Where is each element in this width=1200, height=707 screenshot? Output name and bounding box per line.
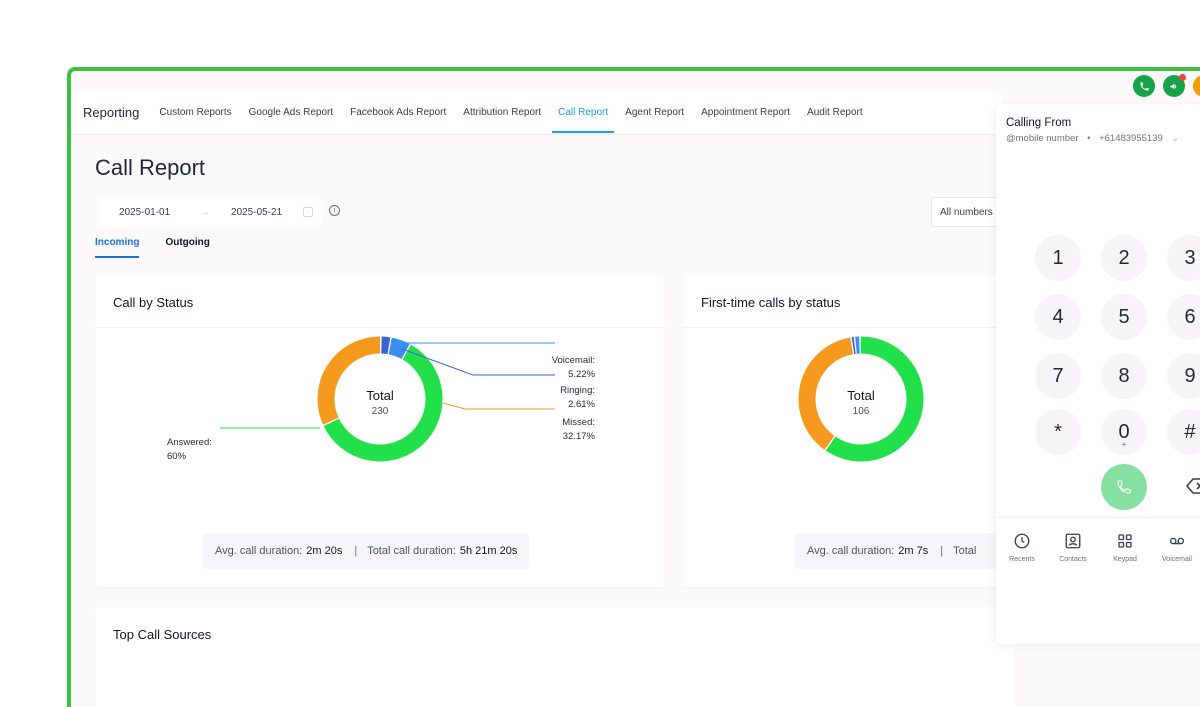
avg-duration-label: Avg. call duration: [807,545,894,557]
header-actions [1133,75,1200,97]
key-9[interactable]: 9 [1167,353,1200,399]
megaphone-icon[interactable] [1163,75,1185,97]
date-from[interactable]: 2025-01-01 [119,207,170,218]
clock-icon [1013,532,1031,550]
key-4[interactable]: 4 [1035,294,1081,340]
key-digit: 3 [1184,247,1195,269]
calendar-icon[interactable] [303,207,313,217]
call-by-status-card: Call by Status Total 230 Answered: 60% V… [95,275,665,587]
tab-outgoing[interactable]: Outgoing [165,237,209,258]
donut-slice-ringing[interactable] [381,345,388,346]
nav-contacts[interactable]: Contacts [1050,532,1096,563]
key-8[interactable]: 8 [1101,353,1147,399]
voicemail-percent: 5.22% [535,368,595,382]
page-title: Call Report [95,155,205,181]
from-source: @mobile number [1006,133,1078,144]
key-digit: 8 [1118,365,1129,387]
phone-icon [1116,479,1132,495]
key-digit: 4 [1052,306,1063,328]
ringing-percent: 2.61% [535,398,595,412]
arrow-right-icon: → [200,207,210,218]
key-digit: * [1054,421,1062,443]
chevron-down-icon: ⌄ [1171,133,1179,144]
missed-label: Missed: [535,416,595,430]
tab-incoming[interactable]: Incoming [95,237,139,258]
nav-google-ads-report[interactable]: Google Ads Report [249,91,334,135]
nav-audit-report[interactable]: Audit Report [807,91,863,135]
nav-facebook-ads-report[interactable]: Facebook Ads Report [350,91,446,135]
user-avatar-icon[interactable] [1193,75,1200,97]
contact-card-icon [1064,532,1082,550]
answered-label: Answered: [167,436,212,450]
first-time-calls-card: First-time calls by status Total 106 Avg… [683,275,1013,587]
key-1[interactable]: 1 [1035,235,1081,281]
nav-attribution-report[interactable]: Attribution Report [463,91,541,135]
nav-voicemail[interactable]: Voicemail [1154,532,1200,563]
total-duration-label: Total [953,545,976,557]
avg-duration-label: Avg. call duration: [215,545,302,557]
nav-keypad[interactable]: Keypad [1102,532,1148,563]
reporting-nav: Reporting Custom Reports Google Ads Repo… [71,91,1001,135]
avg-duration-value: 2m 20s [306,545,342,557]
call-button[interactable] [1101,464,1147,510]
key-digit: 1 [1052,247,1063,269]
total-duration-label: Total call duration: [367,545,456,557]
calling-from-select[interactable]: @mobile number • +61483955139 ⌄ [1006,133,1179,144]
backspace-icon[interactable] [1186,477,1200,500]
calling-from-title: Calling From [1006,117,1071,129]
call-direction-tabs: Incoming Outgoing [95,237,236,258]
key-7[interactable]: 7 [1035,353,1081,399]
ringing-label: Ringing: [535,384,595,398]
key-3[interactable]: 3 [1167,235,1200,281]
nav-agent-report[interactable]: Agent Report [625,91,684,135]
key-digit: 7 [1052,365,1063,387]
key-digit: 6 [1184,306,1195,328]
key-6[interactable]: 6 [1167,294,1200,340]
voicemail-label: Voicemail: [535,354,595,368]
card-title: Top Call Sources [113,627,211,642]
info-icon[interactable]: i [329,205,340,216]
nav-appointment-report[interactable]: Appointment Report [701,91,790,135]
from-number: +61483955139 [1099,133,1163,144]
nav-recents[interactable]: Recents [999,532,1045,563]
top-call-sources-card: Top Call Sources [95,607,1015,707]
key-digit: 9 [1184,365,1195,387]
app-frame: Reporting Custom Reports Google Ads Repo… [67,67,1200,707]
donut-total-value: 230 [363,405,397,419]
avg-duration-value: 2m 7s [898,545,928,557]
nav-custom-reports[interactable]: Custom Reports [159,91,231,135]
key-2[interactable]: 2 [1101,235,1147,281]
missed-percent: 32.17% [535,430,595,444]
phone-icon[interactable] [1133,75,1155,97]
key-digit: 5 [1118,306,1129,328]
notification-dot [1179,74,1186,81]
nav-call-report[interactable]: Call Report [558,91,608,135]
voicemail-icon [1168,532,1186,550]
date-range-picker[interactable]: 2025-01-01 → 2025-05-21 [97,197,321,227]
donut-slice-voicemail[interactable] [390,346,405,351]
date-to[interactable]: 2025-05-21 [231,207,282,218]
donut-total-label: Total [363,389,397,403]
nav-brand: Reporting [83,105,139,120]
key-hash[interactable]: # [1167,409,1200,455]
grid-icon [1116,532,1134,550]
divider [996,517,1200,518]
answered-percent: 60% [167,450,186,464]
dialer-panel: Calling From @mobile number • +614839551… [996,104,1200,644]
key-sub-label: + [1101,441,1147,449]
duration-summary: Avg. call duration: 2m 20s | Total call … [203,533,529,569]
key-digit: 2 [1118,247,1129,269]
key-star[interactable]: * [1035,409,1081,455]
donut-total-label: Total [843,389,879,403]
key-digit: # [1184,421,1195,443]
key-0[interactable]: 0+ [1101,409,1147,455]
total-duration-value: 5h 21m 20s [460,545,517,557]
key-5[interactable]: 5 [1101,294,1147,340]
donut-total-value: 106 [843,405,879,419]
